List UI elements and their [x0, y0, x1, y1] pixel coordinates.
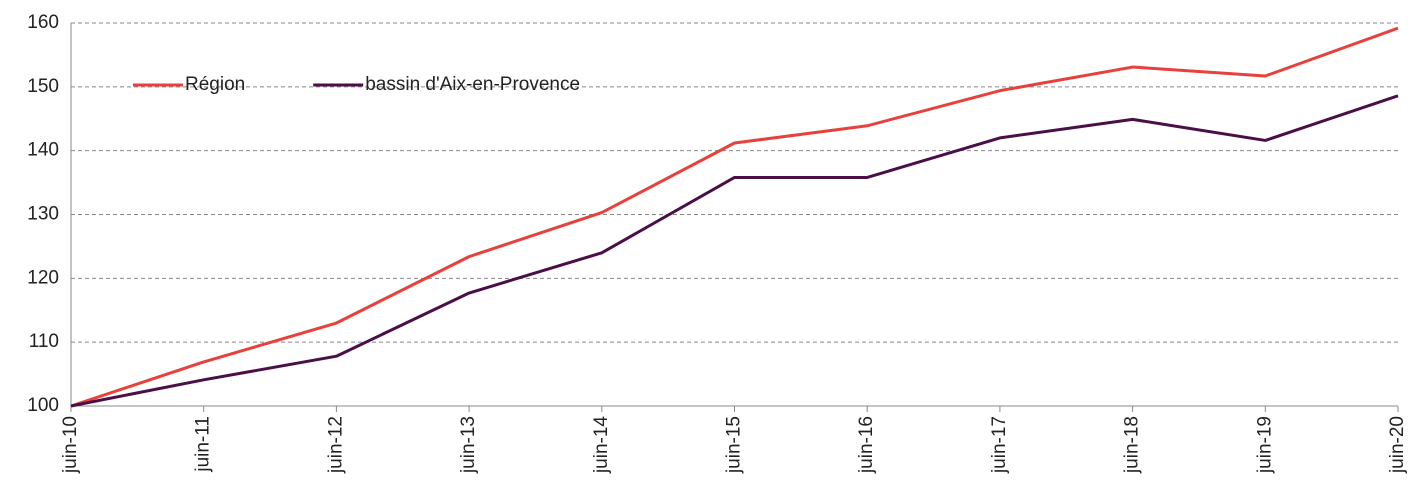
y-tick-label: 140 — [27, 140, 59, 161]
x-tick-label: juin-14 — [591, 416, 612, 474]
y-tick-label: 100 — [27, 395, 59, 416]
x-tick-label: juin-19 — [1254, 416, 1275, 474]
x-tick-label: juin-17 — [989, 416, 1010, 474]
y-tick-label: 120 — [27, 267, 59, 288]
x-tick-label: juin-15 — [724, 416, 745, 474]
y-tick-label: 160 — [27, 12, 59, 33]
x-tick-label: juin-10 — [60, 416, 81, 474]
legend-label: Région — [185, 74, 245, 95]
x-tick-label: juin-11 — [193, 416, 214, 473]
x-tick-label: juin-18 — [1122, 416, 1143, 474]
x-tick-label: juin-13 — [458, 416, 479, 474]
x-tick-label: juin-12 — [325, 416, 346, 474]
x-tick-label: juin-20 — [1387, 416, 1408, 474]
series-line — [70, 26, 1399, 408]
series-line — [70, 94, 1399, 408]
y-tick-label: 130 — [27, 204, 59, 225]
y-tick-label: 150 — [27, 76, 59, 97]
y-tick-label: 110 — [29, 331, 59, 352]
x-tick-label: juin-16 — [856, 416, 877, 474]
legend-label: bassin d'Aix-en-Provence — [365, 74, 580, 95]
